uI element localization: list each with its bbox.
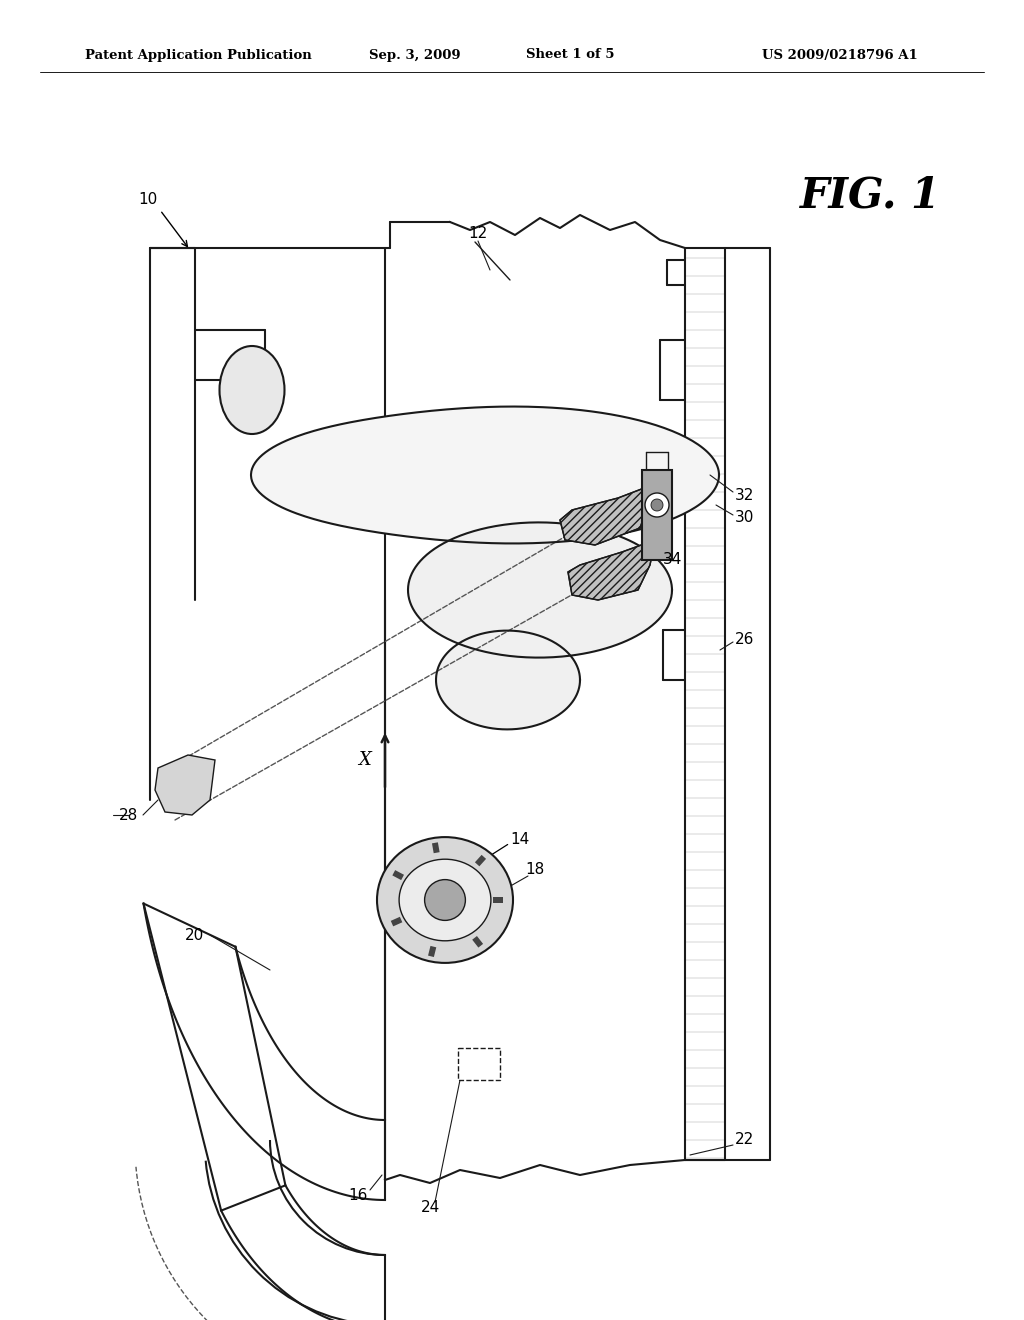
Text: 24: 24: [421, 1200, 439, 1216]
Text: FIG. 1: FIG. 1: [800, 174, 940, 216]
Text: Sep. 3, 2009: Sep. 3, 2009: [370, 49, 461, 62]
Text: X: X: [358, 751, 372, 770]
Text: 20: 20: [185, 928, 205, 942]
Bar: [392, 870, 404, 880]
Text: Sheet 1 of 5: Sheet 1 of 5: [525, 49, 614, 62]
Bar: [472, 936, 483, 948]
Polygon shape: [436, 631, 580, 730]
Ellipse shape: [219, 346, 285, 434]
Text: 12: 12: [468, 226, 487, 240]
Text: 22: 22: [735, 1133, 755, 1147]
Text: 18: 18: [525, 862, 545, 878]
Ellipse shape: [377, 837, 513, 962]
Bar: [428, 946, 436, 957]
Text: 10: 10: [138, 193, 158, 207]
Text: 32: 32: [735, 487, 755, 503]
Ellipse shape: [399, 859, 490, 941]
Bar: [458, 1048, 500, 1080]
Text: 28: 28: [119, 808, 137, 822]
Text: US 2009/0218796 A1: US 2009/0218796 A1: [762, 49, 918, 62]
Polygon shape: [568, 540, 655, 601]
Text: 16: 16: [348, 1188, 368, 1203]
Bar: [475, 855, 486, 866]
Bar: [432, 842, 439, 853]
Text: 34: 34: [663, 553, 682, 568]
Circle shape: [425, 879, 465, 920]
Text: 14: 14: [510, 833, 529, 847]
Polygon shape: [251, 407, 719, 544]
Text: 30: 30: [735, 511, 755, 525]
Polygon shape: [560, 484, 652, 545]
Text: Patent Application Publication: Patent Application Publication: [85, 49, 311, 62]
Polygon shape: [408, 523, 672, 657]
Bar: [391, 917, 402, 927]
Polygon shape: [155, 755, 215, 814]
Bar: [493, 898, 503, 903]
Circle shape: [645, 492, 669, 517]
Text: 26: 26: [735, 632, 755, 648]
Bar: [642, 470, 672, 560]
Circle shape: [651, 499, 663, 511]
